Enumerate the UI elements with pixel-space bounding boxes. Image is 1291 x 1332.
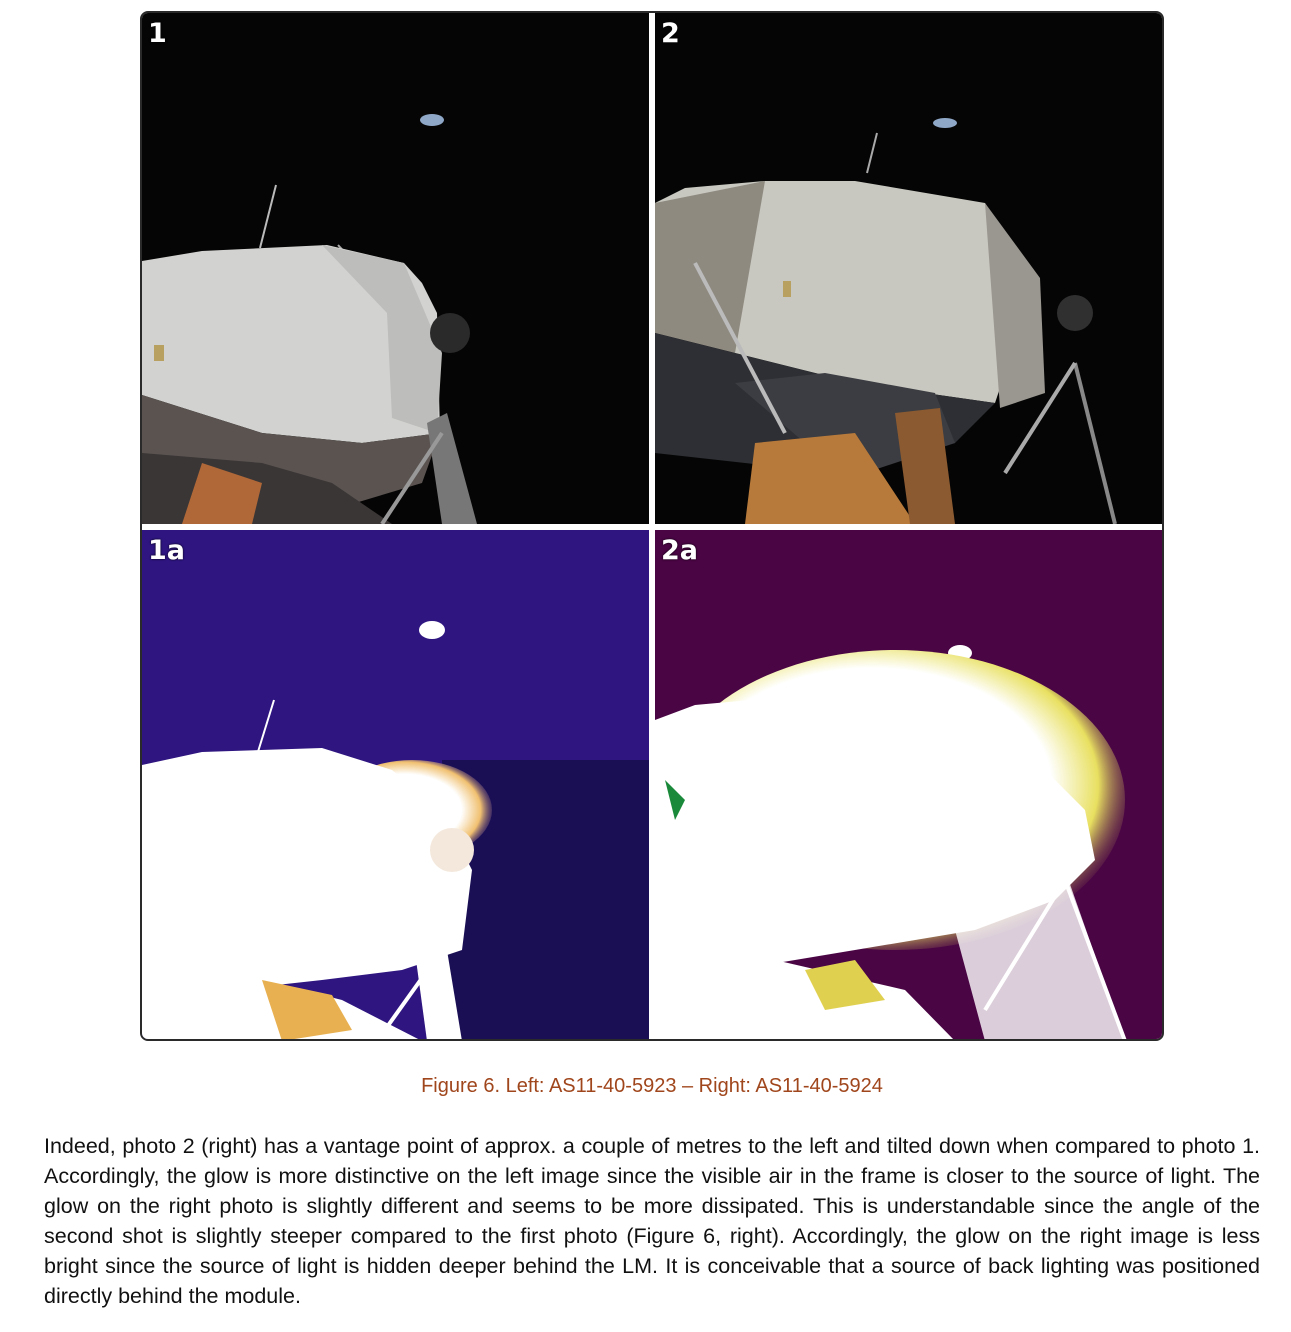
figure-6: 1 2 [140, 11, 1164, 1041]
lunar-module-photo-2 [655, 13, 1162, 524]
panel-label-1: 1 [148, 18, 167, 49]
panel-label-1a: 1a [148, 535, 186, 566]
body-paragraph: Indeed, photo 2 (right) has a vantage po… [44, 1134, 1260, 1308]
enhanced-photo-2a [655, 530, 1162, 1039]
photo-panel-2a: 2a [655, 530, 1162, 1039]
photo-panel-2: 2 [655, 13, 1162, 524]
photo-panel-1a: 1a [142, 530, 649, 1039]
enhanced-photo-1a [142, 530, 649, 1039]
panel-label-2: 2 [661, 18, 680, 49]
photo-panel-1: 1 [142, 13, 649, 524]
lunar-module-photo-1 [142, 13, 649, 524]
panel-label-2a: 2a [661, 535, 699, 566]
figure-caption: Figure 6. Left: AS11-40-5923 – Right: AS… [421, 1075, 883, 1097]
